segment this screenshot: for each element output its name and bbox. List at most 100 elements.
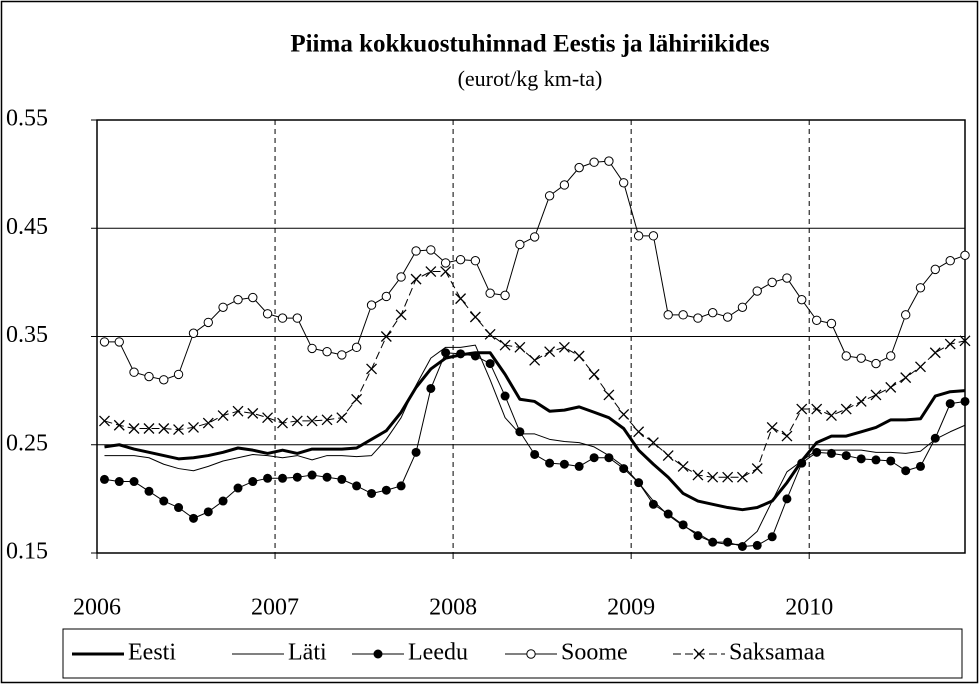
marker: [544, 346, 556, 358]
marker: [797, 458, 807, 468]
marker: [574, 162, 584, 173]
marker: [366, 363, 378, 375]
marker: [396, 481, 406, 491]
marker: [410, 273, 422, 285]
legend-label: Saksamaa: [729, 640, 825, 666]
plot-area: [96, 119, 966, 554]
marker: [129, 477, 139, 487]
marker: [678, 520, 688, 530]
marker: [484, 328, 496, 340]
marker: [456, 349, 466, 359]
marker: [797, 294, 807, 305]
marker: [248, 477, 258, 487]
marker: [960, 396, 970, 406]
marker: [173, 369, 184, 380]
marker: [796, 403, 808, 415]
marker: [558, 341, 570, 353]
marker: [841, 351, 851, 361]
series: [99, 348, 970, 552]
marker: [514, 341, 526, 353]
marker: [826, 410, 837, 421]
marker: [900, 372, 912, 384]
marker: [781, 430, 793, 442]
marker: [856, 353, 866, 363]
marker: [99, 415, 110, 427]
marker: [367, 488, 377, 498]
marker: [751, 463, 763, 475]
marker: [855, 395, 867, 407]
marker: [440, 258, 451, 268]
marker: [351, 393, 363, 405]
marker: [306, 415, 318, 427]
marker: [885, 381, 897, 393]
marker: [944, 338, 956, 350]
marker: [766, 421, 778, 433]
marker: [217, 410, 229, 421]
marker: [321, 414, 333, 426]
marker: [767, 277, 777, 288]
marker: [812, 447, 822, 457]
marker: [619, 464, 629, 474]
marker: [218, 496, 228, 506]
marker: [425, 266, 437, 278]
marker: [337, 350, 347, 360]
marker: [232, 405, 244, 417]
marker: [247, 407, 259, 419]
marker: [633, 231, 644, 241]
marker: [618, 178, 629, 188]
marker: [292, 313, 303, 323]
marker: [871, 455, 881, 465]
y-tick-label: 0.35: [6, 322, 48, 348]
marker: [470, 351, 480, 361]
marker: [663, 509, 673, 519]
marker: [515, 239, 525, 250]
marker: [722, 312, 733, 322]
marker: [292, 472, 302, 482]
marker: [782, 273, 792, 283]
marker: [277, 417, 288, 429]
marker: [856, 454, 866, 464]
marker: [544, 191, 555, 201]
marker: [322, 346, 332, 357]
marker: [173, 424, 185, 436]
marker: [826, 318, 837, 329]
marker: [440, 266, 452, 278]
marker: [291, 415, 303, 427]
marker: [693, 313, 703, 323]
marker: [500, 391, 510, 401]
marker: [737, 542, 747, 552]
x-tick-label: 2007: [251, 595, 299, 621]
marker: [767, 532, 777, 542]
marker: [693, 531, 703, 541]
marker: [662, 450, 674, 462]
x-tick-label: 2006: [73, 595, 121, 621]
marker: [648, 499, 658, 509]
marker: [723, 537, 733, 547]
marker: [233, 294, 243, 305]
marker: [233, 483, 243, 493]
marker: [603, 389, 615, 401]
marker: [99, 474, 109, 484]
chart-subtitle: (eurot/kg km-ta): [458, 66, 603, 91]
marker: [692, 469, 704, 481]
x-tick-label: 2010: [785, 595, 833, 621]
series: [99, 266, 971, 483]
legend-label: Eesti: [128, 640, 176, 666]
marker: [381, 485, 391, 495]
marker: [307, 470, 317, 480]
marker: [307, 343, 317, 354]
marker: [871, 358, 881, 369]
marker: [559, 459, 569, 469]
marker: [278, 473, 288, 483]
legend-label: Leedu: [408, 640, 468, 666]
marker: [573, 350, 585, 362]
marker: [529, 232, 540, 242]
series: [99, 156, 970, 385]
marker: [470, 256, 481, 266]
marker: [633, 426, 645, 438]
marker: [526, 649, 536, 659]
marker: [930, 264, 940, 275]
marker: [915, 361, 926, 373]
marker: [901, 466, 911, 476]
marker: [144, 371, 154, 382]
